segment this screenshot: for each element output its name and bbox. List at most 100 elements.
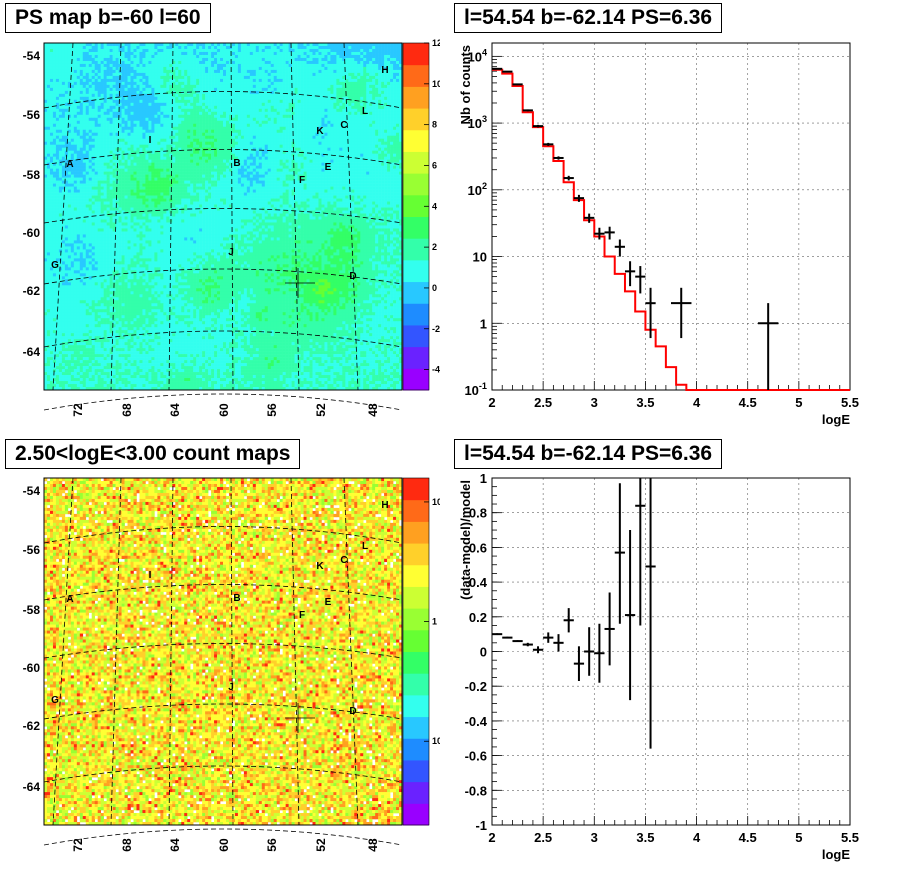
colorbar-bin <box>403 803 429 826</box>
colorbar-bin <box>403 543 429 566</box>
residual-point <box>512 640 523 643</box>
source-label: H <box>381 500 388 511</box>
colorbar-bin <box>403 629 429 652</box>
ps-map-panel: A B C D E F G H I J K L -54 -56 -58 -60 -62 -64 72 68 64 60 56… <box>0 0 440 435</box>
count-map-lon-line <box>230 477 234 826</box>
source-label: J <box>228 682 234 693</box>
x-tick-label: 3 <box>591 395 598 410</box>
residual-point <box>532 646 544 654</box>
residual-point <box>522 642 533 647</box>
ps-map-lat-line <box>43 91 403 109</box>
y-tick-label: -56 <box>23 108 41 122</box>
y-tick-label: 0.6 <box>469 540 487 555</box>
data-point <box>512 83 523 86</box>
ps-map-lon-line <box>52 42 74 391</box>
colorbar-bin <box>403 324 429 348</box>
x-tick-label: 64 <box>168 838 182 852</box>
y-axis-label: (data-model)/model <box>458 480 473 600</box>
colorbar-bin <box>403 64 429 87</box>
data-point <box>757 303 779 390</box>
y-tick-label: -0.6 <box>465 749 487 764</box>
count-map-panel: A B C D E F G H I J K L -54 -56 -58 -60 -62 -64 72 68 64 60 56… <box>0 435 440 871</box>
ps-map-lon-line <box>343 42 359 391</box>
colorbar-bin <box>403 673 429 696</box>
source-label: J <box>228 247 234 258</box>
y-tick-label: -62 <box>23 284 41 298</box>
x-tick-label: 60 <box>217 838 231 852</box>
colorbar-bin <box>403 129 429 152</box>
colorbar-tick-label: 12 <box>432 38 440 48</box>
residual-point <box>563 608 574 633</box>
data-point <box>594 227 605 240</box>
colorbar-tick-label: 1 <box>432 617 437 627</box>
y-tick-label: 104 <box>467 47 487 64</box>
count-map-colorbar <box>403 478 429 826</box>
y-tick-label: 0.2 <box>469 610 487 625</box>
residual-point <box>584 627 595 676</box>
x-tick-label: 2 <box>488 830 495 845</box>
y-tick-label: 0.4 <box>469 575 488 590</box>
y-tick-label: -0.8 <box>465 783 487 798</box>
y-tick-label: -0.2 <box>465 679 487 694</box>
data-point <box>635 266 646 294</box>
y-tick-label: 0 <box>480 645 487 660</box>
source-label: A <box>66 594 73 605</box>
ps-map-lat-line <box>43 208 403 224</box>
colorbar-bin <box>403 216 429 239</box>
colorbar-tick-label: 2 <box>432 242 437 252</box>
spectrum-panel: 2 2.5 3 3.5 4 4.5 5 5.5 10-1 1 10 102 103 104 logE Nb o… <box>440 0 898 435</box>
ps-map-frame <box>43 42 403 391</box>
y-tick-label: 1 <box>480 471 487 486</box>
residual-point <box>624 530 636 701</box>
source-label: E <box>325 162 332 173</box>
model-step-line <box>492 68 850 391</box>
data-point <box>553 156 564 160</box>
colorbar-bin <box>403 303 429 326</box>
y-tick-label: -54 <box>23 484 41 498</box>
ps-map-lon-line <box>110 42 122 391</box>
y-tick-label: -64 <box>23 345 41 359</box>
residual-chart: 2 2.5 3 3.5 4 4.5 5 5.5 -1 -0.8 -0.6 -0.4 -0.2 0 0.2 0.… <box>458 471 859 862</box>
data-point <box>624 261 636 287</box>
y-tick-label: 103 <box>467 114 487 131</box>
colorbar-bin <box>403 346 429 369</box>
colorbar-tick-label: -2 <box>432 324 440 334</box>
spectrum-grid <box>491 43 851 391</box>
spectrum-chart: 2 2.5 3 3.5 4 4.5 5 5.5 10-1 1 10 102 103 104 logE Nb o… <box>458 42 859 427</box>
colorbar-bin <box>403 86 429 109</box>
x-tick-label: 52 <box>314 403 328 417</box>
data-point <box>522 109 533 112</box>
residual-point <box>645 478 656 749</box>
y-tick-label: -56 <box>23 543 41 557</box>
x-tick-label: 5 <box>795 395 802 410</box>
data-point <box>584 213 595 223</box>
data-point <box>492 67 503 70</box>
colorbar-bin <box>403 651 429 674</box>
source-label: C <box>340 120 347 131</box>
colorbar-tick-label: 8 <box>432 120 437 130</box>
count-map-lon-line <box>110 477 122 826</box>
y-tick-label: 1 <box>480 316 487 331</box>
count-map-lon-line <box>343 477 359 826</box>
data-point <box>543 142 554 146</box>
colorbar-bin <box>403 259 429 283</box>
source-label: I <box>149 135 152 146</box>
ps-map-lat-line <box>43 330 403 348</box>
ps-map-lon-line <box>168 42 174 391</box>
count-map-colorbar-frame <box>402 477 430 826</box>
source-label: E <box>325 597 332 608</box>
ps-map-cells <box>44 43 403 391</box>
source-label: A <box>66 159 73 170</box>
x-tick-label: 72 <box>71 838 85 852</box>
colorbar-tick-label: 6 <box>432 160 437 170</box>
data-point <box>532 124 544 128</box>
ps-map-colorbar <box>403 43 429 391</box>
residual-point <box>543 632 554 643</box>
y-tick-label: -64 <box>23 780 41 794</box>
x-axis-label: logE <box>822 412 850 427</box>
colorbar-bin <box>403 43 429 66</box>
ps-map-lat-line <box>43 268 403 285</box>
source-label: B <box>233 593 240 604</box>
y-tick-label: 102 <box>467 181 487 198</box>
colorbar-tick-label: 10 <box>432 79 440 89</box>
